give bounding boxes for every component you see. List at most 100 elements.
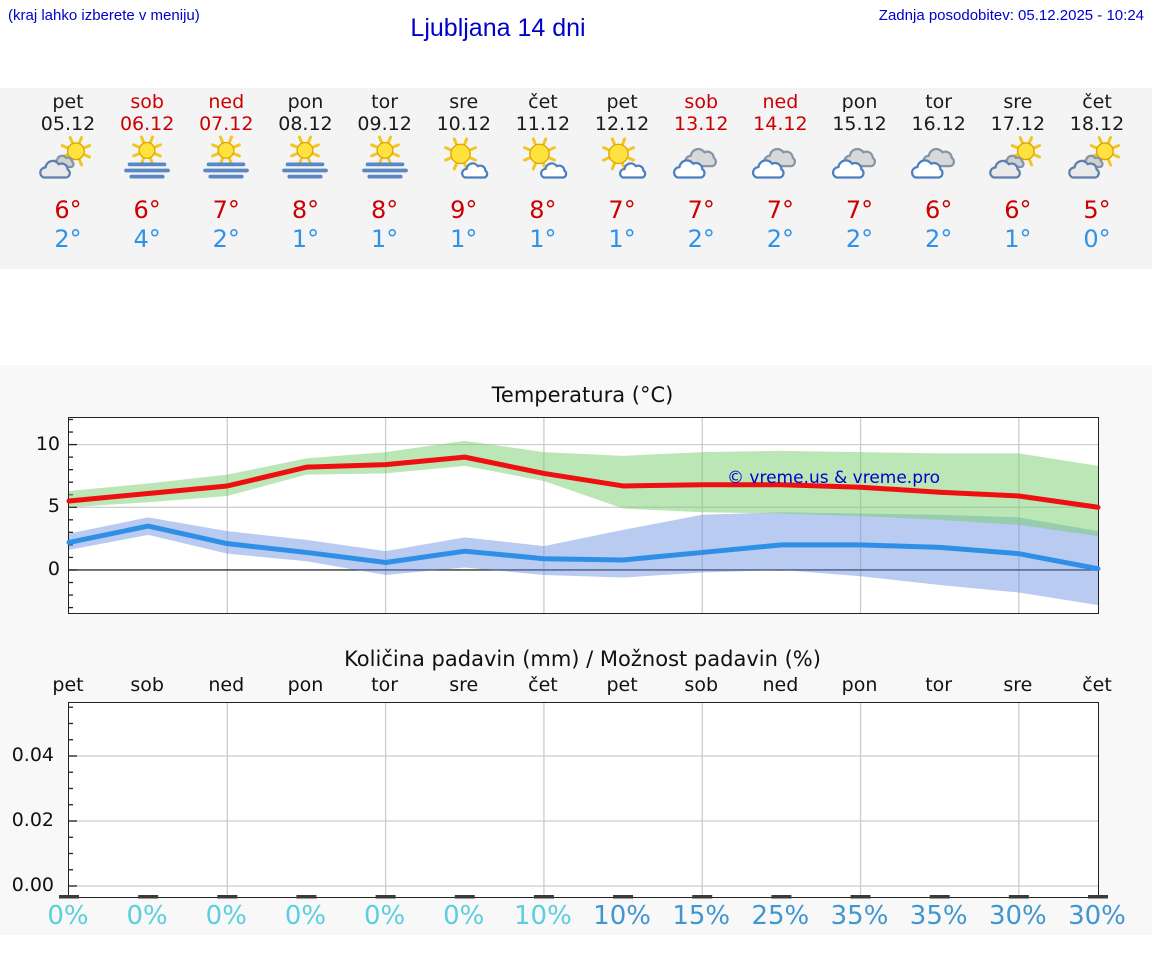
day-column: čet 11.12 8° 1° xyxy=(503,88,583,269)
day-name: čet xyxy=(1082,91,1112,113)
sun-ray xyxy=(233,152,242,158)
sun-fog-icon xyxy=(282,135,329,179)
high-temp: 7° xyxy=(608,196,636,224)
high-temp: 7° xyxy=(212,196,240,224)
sun-fog-icon xyxy=(361,135,408,179)
weather-icon-box xyxy=(198,134,254,186)
low-temp: 2° xyxy=(212,225,240,253)
sun-small-cloud-icon xyxy=(443,137,488,179)
low-temp: 4° xyxy=(133,225,161,253)
sun-ray xyxy=(468,146,477,152)
watermark-link[interactable]: © vreme.us & vreme.pro xyxy=(727,468,941,488)
sun-ray xyxy=(531,162,537,171)
precip-bar xyxy=(929,895,950,899)
x-day-label: pon xyxy=(287,674,324,696)
precip-bar xyxy=(138,895,159,899)
sun-ray xyxy=(1112,153,1121,159)
day-date: 08.12 xyxy=(278,113,333,135)
sun-ray xyxy=(132,143,141,149)
sun-disc xyxy=(1095,142,1114,161)
sun-ray xyxy=(369,152,378,158)
day-name: sre xyxy=(1003,91,1033,113)
precip-probability-label: 0% xyxy=(443,901,485,931)
day-date: 16.12 xyxy=(911,113,966,135)
sun-disc xyxy=(217,141,235,159)
sun-ray xyxy=(219,135,225,144)
precip-bar xyxy=(217,895,238,899)
cloud-shape xyxy=(39,159,71,179)
menu-hint-text: (kraj lahko izberete v meniju) xyxy=(8,7,200,24)
cloud-shape xyxy=(673,159,706,179)
sun-ray xyxy=(233,143,242,149)
day-column: sre 10.12 9° 1° xyxy=(424,88,504,269)
clouds-icon xyxy=(910,147,955,179)
precip-bar xyxy=(454,895,475,899)
low-temp: 2° xyxy=(687,225,715,253)
x-day-label: pet xyxy=(606,674,638,696)
sun-ray xyxy=(1107,136,1113,144)
low-temp: 2° xyxy=(845,225,874,253)
high-temp: 7° xyxy=(766,196,795,224)
precip-bar xyxy=(1088,895,1108,899)
sun-ray xyxy=(211,152,220,158)
sun-ray xyxy=(452,137,458,146)
sun-ray xyxy=(452,162,458,171)
x-day-label: tor xyxy=(925,674,953,696)
cloud-shape xyxy=(460,162,488,179)
precip-bar xyxy=(771,895,792,899)
day-name: tor xyxy=(925,91,953,113)
sun-ray xyxy=(1027,136,1033,144)
weather-icon-box xyxy=(752,134,808,186)
y-tick-label: 0.00 xyxy=(11,874,54,896)
precip-chart-plot xyxy=(59,702,1108,899)
day-date: 15.12 xyxy=(832,113,887,135)
sun-ray xyxy=(1018,136,1024,144)
sun-ray xyxy=(602,146,610,152)
day-column: pet 05.12 6° 2° xyxy=(28,88,108,269)
day-name: čet xyxy=(528,91,558,113)
day-date: 07.12 xyxy=(199,113,254,135)
sun-ray xyxy=(468,156,477,162)
temperature-chart-svg xyxy=(66,418,1101,613)
low-temp: 0° xyxy=(1083,225,1111,253)
high-temp: 9° xyxy=(450,196,478,224)
sun-ray xyxy=(386,135,392,144)
sun-ray xyxy=(211,143,220,149)
precip-bar xyxy=(692,895,713,899)
weather-icon-box xyxy=(673,134,729,186)
precip-probability-label: 35% xyxy=(909,901,968,931)
page-title: Ljubljana 14 dni xyxy=(410,14,586,42)
day-name: pon xyxy=(287,91,324,113)
weather-icon-box xyxy=(357,134,413,186)
high-temp: 8° xyxy=(291,196,320,224)
sun-ray xyxy=(531,137,537,146)
cloud-shape xyxy=(1068,159,1100,179)
x-day-label: pet xyxy=(52,674,84,696)
precip-probability-label: 10% xyxy=(593,901,651,931)
sun-ray xyxy=(548,156,556,162)
high-temp: 5° xyxy=(1083,196,1111,224)
sun-ray xyxy=(132,152,141,158)
sun-ray xyxy=(154,152,162,158)
x-day-label: sob xyxy=(130,674,164,696)
high-temp: 6° xyxy=(1004,196,1032,224)
sun-ray xyxy=(78,136,84,144)
sun-disc xyxy=(138,141,156,159)
sun-ray xyxy=(1033,144,1041,150)
precip-bar xyxy=(375,895,396,899)
day-date: 17.12 xyxy=(990,113,1046,135)
precip-bar xyxy=(533,895,554,899)
high-temp: 6° xyxy=(925,196,953,224)
x-day-label: ned xyxy=(208,674,245,696)
day-date: 09.12 xyxy=(357,113,412,135)
sun-ray xyxy=(1112,144,1121,150)
weather-icon-box xyxy=(277,134,333,186)
sun-fog-icon xyxy=(203,135,250,179)
sun-ray xyxy=(602,156,610,162)
day-date: 13.12 xyxy=(674,113,729,135)
cloud-shape xyxy=(989,159,1021,179)
sun-ray xyxy=(542,137,548,146)
sun-small-cloud-icon xyxy=(602,137,647,179)
precip-bar xyxy=(59,895,79,899)
